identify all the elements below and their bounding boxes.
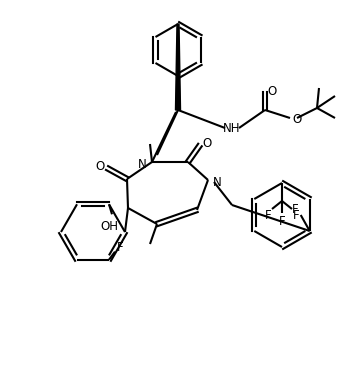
Text: N: N [138,157,147,170]
Text: O: O [267,84,276,97]
Text: F: F [291,202,298,215]
Text: N: N [213,176,222,189]
Text: F: F [265,208,271,221]
Text: O: O [95,160,105,173]
Text: F: F [293,208,299,221]
Text: O: O [202,137,212,150]
Text: O: O [292,112,302,125]
Text: NH: NH [223,122,241,135]
Polygon shape [176,24,181,110]
Text: OH: OH [100,220,118,233]
Text: F: F [117,241,123,254]
Text: F: F [279,215,285,228]
